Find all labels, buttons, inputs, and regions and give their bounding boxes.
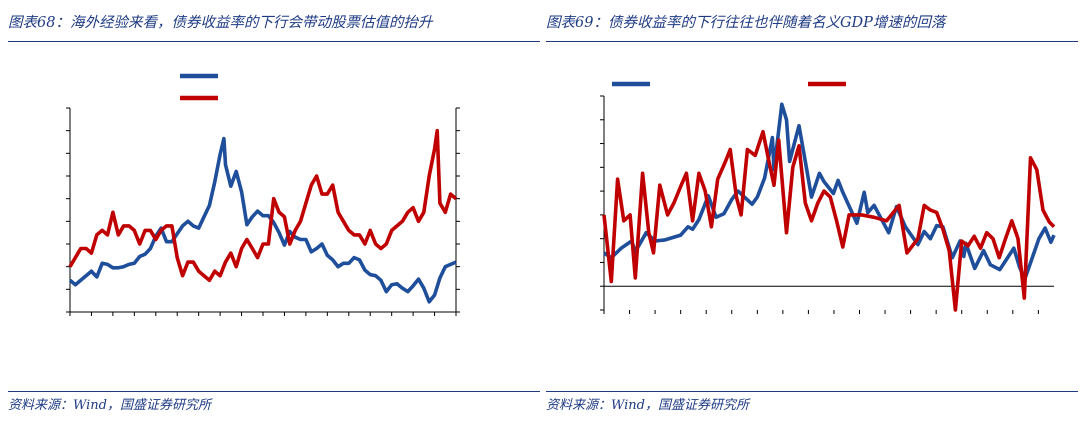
left-chart [66,73,460,316]
left-source-rule [8,391,540,392]
right-figure-title: 图表69：债券收益率的下行往往也伴随着名义GDP增速的回落 [546,15,946,31]
series-line-nominal-gdp-yoy [602,129,1056,312]
right-title-rule [546,41,1078,42]
series-line-sp500-pe [68,128,458,283]
right-source-rule [546,391,1078,392]
right-source-note: 资料来源：Wind，国盛证券研究所 [546,398,749,413]
series-line-treasury-yield [68,136,457,304]
right-figure: 图表69：债券收益率的下行往往也伴随着名义GDP增速的回落 资料来源：Wind，… [546,0,1078,426]
left-figure: 图表68：海外经验来看，债券收益率的下行会带动股票估值的抬升 资料来源：Wind… [8,0,540,426]
left-source-note: 资料来源：Wind，国盛证券研究所 [8,398,211,413]
right-chart [600,81,1056,314]
left-figure-title: 图表68：海外经验来看，债券收益率的下行会带动股票估值的抬升 [8,15,433,31]
series-line-treasury-yield [603,102,1056,281]
left-title-rule [8,41,540,42]
